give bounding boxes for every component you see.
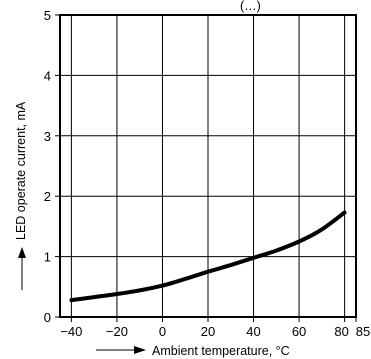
x-tick-label: −40 [60, 324, 82, 339]
x-axis-ticks: −40 −20 0 20 40 60 80 85 [60, 317, 370, 339]
grid [60, 15, 356, 317]
x-axis-arrow-head [134, 346, 146, 354]
x-tick-label: 85 [356, 324, 370, 339]
x-axis-title-group: Ambient temperature, °C [96, 344, 290, 358]
x-tick-label: 20 [201, 324, 215, 339]
x-tick-label: 80 [334, 324, 348, 339]
x-tick-label: 0 [159, 324, 166, 339]
y-tick-label: 0 [44, 310, 51, 325]
x-tick-label: 40 [246, 324, 260, 339]
y-tick-label: 4 [44, 68, 51, 83]
y-axis-arrow-head [18, 247, 26, 258]
y-axis-title: LED operate current, mA [14, 101, 28, 240]
x-tick-label: −20 [106, 324, 128, 339]
plot-frame [59, 14, 357, 318]
plot-series [69, 210, 347, 303]
y-axis-title-group: LED operate current, mA [14, 101, 28, 290]
x-axis-title: Ambient temperature, °C [152, 344, 290, 358]
y-axis-ticks: 0 1 2 3 4 5 [44, 8, 60, 325]
x-tick-label: 60 [292, 324, 306, 339]
y-tick-label: 3 [44, 129, 51, 144]
y-tick-label: 5 [44, 8, 51, 23]
y-tick-label: 1 [44, 250, 51, 265]
y-tick-label: 2 [44, 189, 51, 204]
chart-title: (…) [240, 0, 261, 13]
